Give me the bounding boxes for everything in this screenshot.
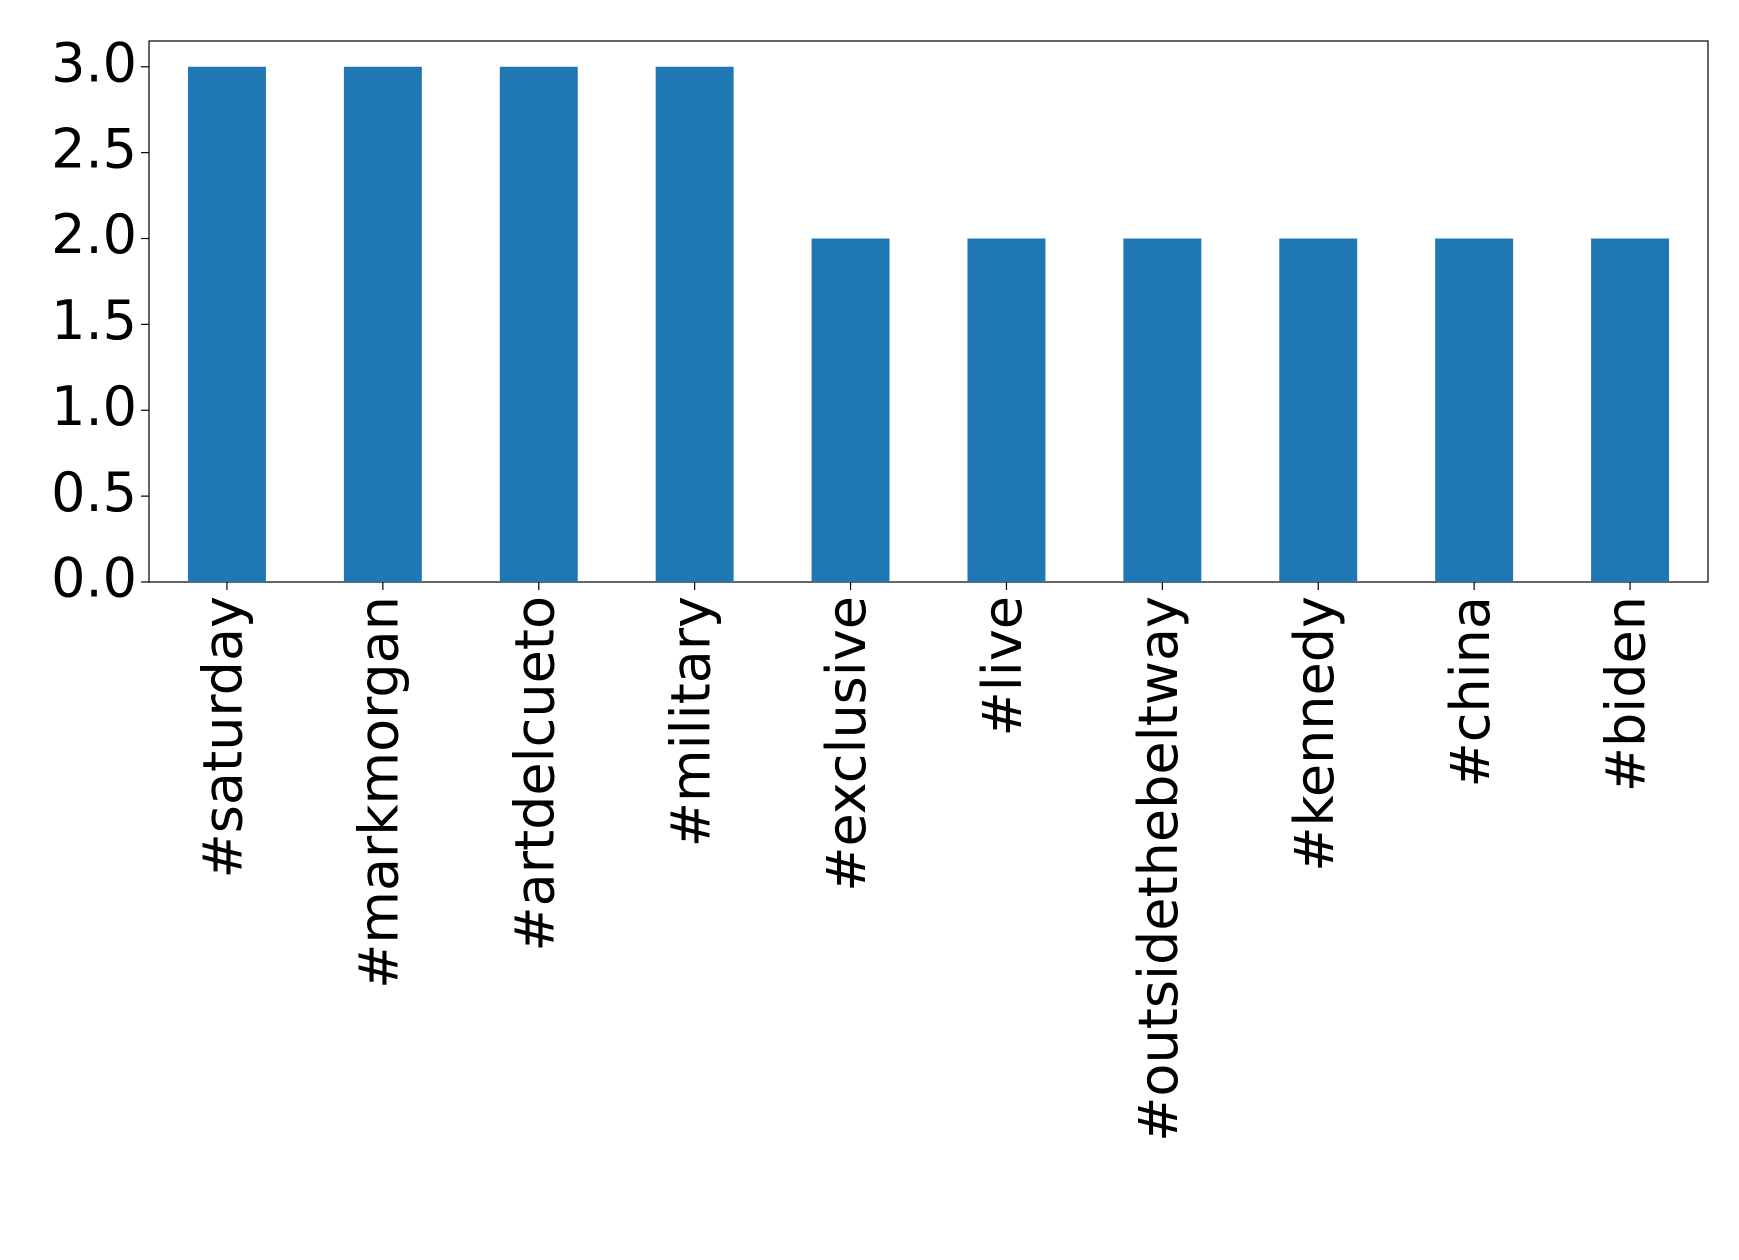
x-tick-label: #exclusive (815, 596, 878, 892)
bar (1279, 238, 1358, 582)
y-tick-label: 3.0 (51, 31, 137, 94)
bar (811, 238, 890, 582)
bar (967, 238, 1046, 582)
bar (343, 66, 422, 582)
x-tick-label: #saturday (192, 596, 255, 878)
x-tick-label: #outsidethebeltway (1127, 596, 1190, 1142)
y-tick-label: 2.5 (51, 117, 137, 180)
x-tick-label: #biden (1595, 596, 1658, 792)
x-tick-label: #china (1439, 596, 1502, 787)
x-tick-label: #military (659, 596, 722, 847)
bar (655, 66, 734, 582)
bar (1123, 238, 1202, 582)
x-tick-label: #markmorgan (347, 596, 410, 989)
y-tick-label: 0.5 (51, 461, 137, 524)
y-tick-label: 1.5 (51, 289, 137, 352)
bar (1591, 238, 1670, 582)
axes-frame (148, 40, 1709, 583)
x-tick-label: #live (971, 596, 1034, 736)
y-tick-label: 1.0 (51, 375, 137, 438)
x-tick-label: #kennedy (1283, 596, 1346, 872)
bar (187, 66, 266, 582)
bar (499, 66, 578, 582)
bar (1435, 238, 1514, 582)
y-tick-label: 2.0 (51, 203, 137, 266)
y-tick-label: 0.0 (51, 547, 137, 610)
x-tick-label: #artdelcueto (503, 596, 566, 952)
